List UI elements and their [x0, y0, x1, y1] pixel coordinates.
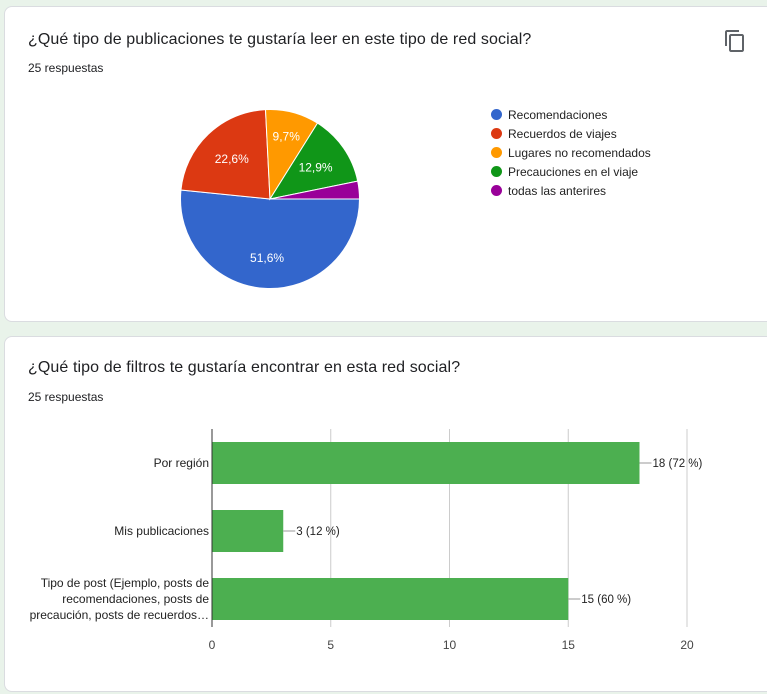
legend-label: Lugares no recomendados: [508, 145, 651, 160]
response-count: 25 respuestas: [28, 61, 104, 75]
legend-label: Precauciones en el viaje: [508, 164, 639, 179]
bar: [212, 442, 640, 484]
bar-value-label: 15 (60 %): [581, 594, 631, 606]
x-tick-label: 20: [680, 638, 694, 652]
bar-chart: 18 (72 %) Por región 3 (12 %) Mis publicaci…: [30, 429, 703, 652]
bar-value-label: 18 (72 %): [653, 458, 703, 470]
legend-item: Precauciones en el viaje: [490, 162, 651, 181]
legend-item: todas las anterires: [490, 181, 651, 200]
bar-value-label: 3 (12 %): [296, 526, 340, 538]
copy-icon[interactable]: [723, 29, 747, 53]
pie-slice: [180, 189, 361, 289]
legend-dot: [491, 147, 502, 158]
question-card-publications: ¿Qué tipo de publicaciones te gustaría l…: [4, 6, 767, 322]
category-label: Por región: [154, 456, 209, 470]
category-label: Tipo de post (Ejemplo, posts de: [41, 576, 210, 590]
category-label: precaución, posts de recuerdos…: [30, 608, 209, 622]
pie-chart: 51,6% 22,6% 9,7% 12,9%: [180, 109, 361, 289]
question-title: ¿Qué tipo de publicaciones te gustaría l…: [28, 31, 532, 48]
legend-label: Recomendaciones: [508, 107, 608, 122]
pie-legend: Recomendaciones Recuerdos de viajes Lugare…: [490, 105, 651, 200]
x-tick-label: 0: [209, 638, 216, 652]
pie-slice-label: 12,9%: [299, 160, 333, 174]
pie-slice-label: 9,7%: [273, 130, 301, 144]
bar: [212, 578, 569, 620]
pie-slice: [268, 122, 359, 200]
legend-dot: [491, 166, 502, 177]
category-label: recomendaciones, posts de: [62, 592, 209, 606]
pie-slice: [269, 180, 361, 200]
pie-slice: [180, 109, 271, 200]
legend-item: Recomendaciones: [490, 105, 651, 124]
x-tick-label: 10: [443, 638, 457, 652]
legend-dot: [491, 128, 502, 139]
x-tick-label: 15: [562, 638, 576, 652]
legend-dot: [491, 109, 502, 120]
legend-item: Lugares no recomendados: [490, 143, 651, 162]
category-label: Mis publicaciones: [114, 524, 209, 538]
pie-slice-label: 22,6%: [215, 152, 249, 166]
legend-item: Recuerdos de viajes: [490, 124, 651, 143]
pie-slice-label: 51,6%: [250, 251, 284, 265]
response-count: 25 respuestas: [28, 390, 104, 404]
question-title: ¿Qué tipo de filtros te gustaría encontr…: [28, 359, 461, 376]
legend-dot: [491, 185, 502, 196]
legend-label: Recuerdos de viajes: [508, 126, 617, 141]
question-card-filters: ¿Qué tipo de filtros te gustaría encontr…: [4, 336, 767, 692]
x-tick-label: 5: [327, 638, 334, 652]
legend-label: todas las anterires: [508, 183, 607, 198]
bar: [212, 510, 284, 552]
